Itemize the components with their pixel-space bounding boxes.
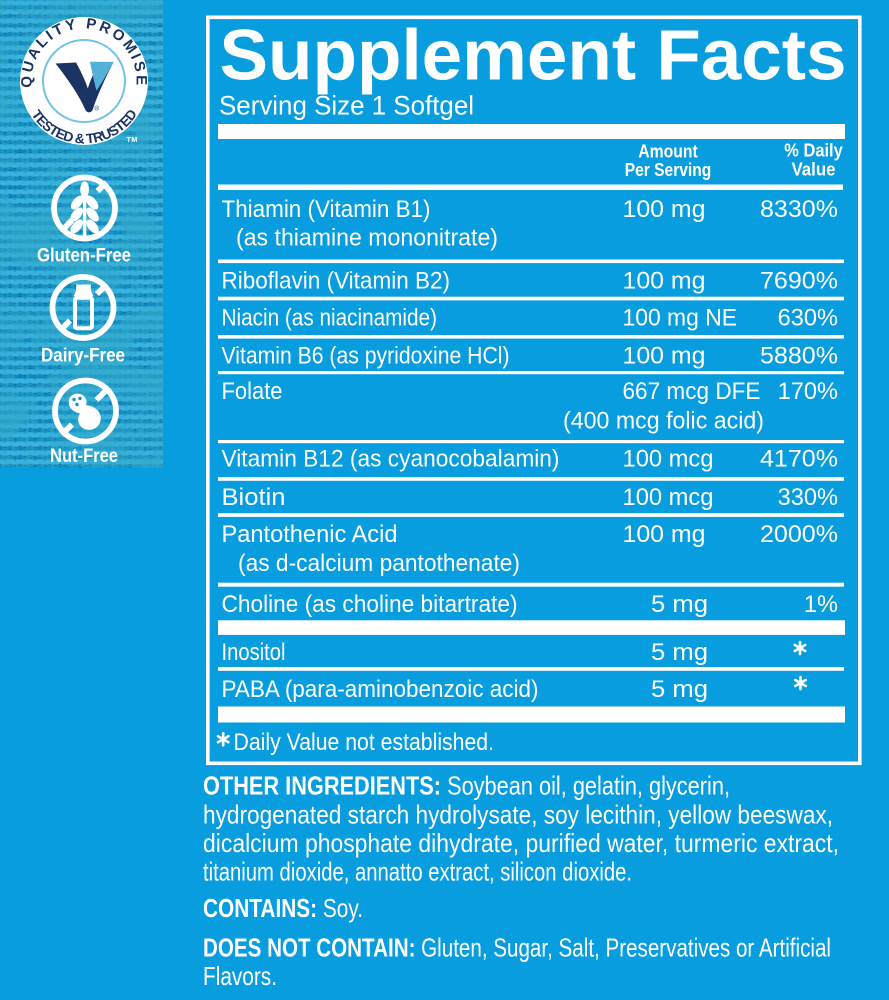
svg-text:(as d-calcium pantothenate): (as d-calcium pantothenate) xyxy=(238,551,520,577)
svg-text:100 mg NE: 100 mg NE xyxy=(623,306,738,332)
svg-text:Thiamin (Vitamin B1): Thiamin (Vitamin B1) xyxy=(222,197,431,223)
svg-text:CONTAINS: Soy.: CONTAINS: Soy. xyxy=(203,893,363,923)
svg-text:100 mg: 100 mg xyxy=(623,269,706,295)
svg-text:2000%: 2000% xyxy=(760,522,838,548)
svg-text:PABA (para-aminobenzoic acid): PABA (para-aminobenzoic acid) xyxy=(222,677,539,703)
svg-text:Supplement Facts: Supplement Facts xyxy=(220,17,847,96)
svg-text:(as thiamine mononitrate): (as thiamine mononitrate) xyxy=(236,226,498,252)
svg-text:OTHER INGREDIENTS: Soybean oil: OTHER INGREDIENTS: Soybean oil, gelatin,… xyxy=(203,771,730,801)
svg-text:Niacin (as niacinamide): Niacin (as niacinamide) xyxy=(222,306,438,332)
svg-text:Biotin: Biotin xyxy=(222,485,286,511)
svg-text:Per Serving: Per Serving xyxy=(625,159,712,180)
svg-text:Value: Value xyxy=(792,158,836,179)
svg-text:Vitamin B12 (as cyanocobalamin: Vitamin B12 (as cyanocobalamin) xyxy=(222,447,560,473)
svg-text:Nut-Free: Nut-Free xyxy=(50,445,118,467)
svg-text:100 mg: 100 mg xyxy=(623,197,706,223)
svg-text:100 mcg: 100 mcg xyxy=(623,447,714,473)
svg-text:Amount: Amount xyxy=(638,140,698,161)
svg-text:hydrogenated starch hydrolysat: hydrogenated starch hydrolysate, soy lec… xyxy=(203,799,833,829)
svg-text:8330%: 8330% xyxy=(760,197,838,223)
svg-text:Choline (as choline bitartrate: Choline (as choline bitartrate) xyxy=(222,592,518,618)
svg-text:5880%: 5880% xyxy=(760,344,838,370)
svg-text:% Daily: % Daily xyxy=(784,140,843,161)
svg-text:330%: 330% xyxy=(778,485,838,511)
svg-text:7690%: 7690% xyxy=(760,269,838,295)
svg-text:5 mg: 5 mg xyxy=(651,677,708,703)
svg-text:Vitamin B6 (as pyridoxine HCl): Vitamin B6 (as pyridoxine HCl) xyxy=(222,344,510,370)
svg-text:Inositol: Inositol xyxy=(222,640,286,666)
svg-text:630%: 630% xyxy=(778,306,838,332)
svg-text:667 mcg DFE: 667 mcg DFE xyxy=(623,379,761,405)
svg-text:DOES NOT CONTAIN: Gluten, Suga: DOES NOT CONTAIN: Gluten, Sugar, Salt, P… xyxy=(203,932,831,962)
svg-text:4170%: 4170% xyxy=(760,447,838,473)
svg-text:100 mg: 100 mg xyxy=(623,522,706,548)
svg-text:1%: 1% xyxy=(804,592,838,618)
svg-text:5 mg: 5 mg xyxy=(651,640,708,666)
svg-text:Flavors.: Flavors. xyxy=(203,961,277,991)
svg-text:(400 mcg folic acid): (400 mcg folic acid) xyxy=(563,409,764,435)
svg-text:TM: TM xyxy=(127,135,138,144)
svg-text:®: ® xyxy=(94,105,99,113)
svg-text:titanium dioxide, annatto extr: titanium dioxide, annatto extract, silic… xyxy=(203,857,632,887)
svg-text:100 mg: 100 mg xyxy=(623,344,706,370)
svg-text:Serving Size 1 Softgel: Serving Size 1 Softgel xyxy=(219,91,474,121)
svg-text:Riboflavin (Vitamin B2): Riboflavin (Vitamin B2) xyxy=(222,269,451,295)
svg-text:100 mcg: 100 mcg xyxy=(623,485,714,511)
svg-text:Pantothenic Acid: Pantothenic Acid xyxy=(222,522,398,548)
svg-text:170%: 170% xyxy=(778,379,838,405)
svg-text:Dairy-Free: Dairy-Free xyxy=(41,345,125,367)
svg-text:Folate: Folate xyxy=(222,379,283,405)
svg-text:Gluten-Free: Gluten-Free xyxy=(37,245,131,267)
svg-text:Daily Value not established.: Daily Value not established. xyxy=(234,729,495,756)
svg-text:dicalcium phosphate dihydrate,: dicalcium phosphate dihydrate, purified … xyxy=(203,828,839,858)
svg-text:5 mg: 5 mg xyxy=(651,592,708,618)
